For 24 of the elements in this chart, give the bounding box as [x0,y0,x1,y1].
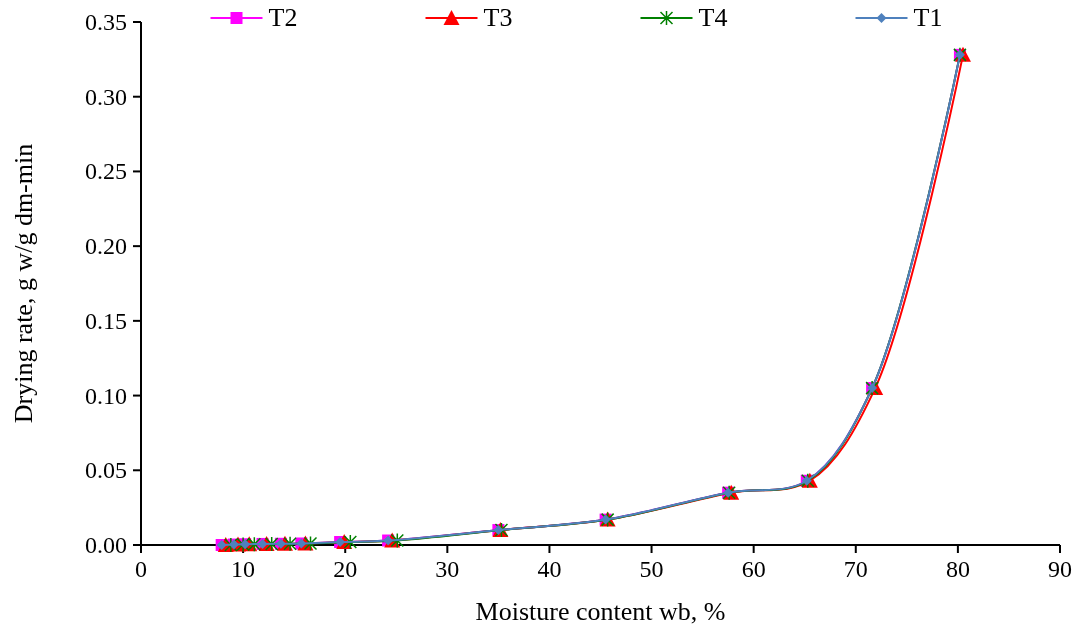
y-axis-title: Drying rate, g w/g dm-min [9,143,38,424]
legend-label: T4 [698,3,728,32]
x-tick-label: 30 [435,556,460,582]
x-tick-label: 40 [537,556,562,582]
x-tick-label: 90 [1048,556,1072,582]
y-tick-label: 0.05 [85,457,127,484]
x-tick-label: 0 [135,556,147,582]
x-tick-label: 20 [333,556,358,582]
y-tick-label: 0.30 [85,83,127,110]
legend-label: T1 [913,3,943,32]
x-tick-label: 50 [639,556,664,582]
x-axis-title: Moisture content wb, % [475,597,726,626]
x-tick-label: 60 [741,556,766,582]
legend-label: T2 [268,3,298,32]
x-tick-label: 10 [231,556,256,582]
legend-label: T3 [483,3,513,32]
x-tick-label: 80 [945,556,970,582]
y-tick-label: 0.00 [85,532,127,558]
y-tick-label: 0.35 [85,9,127,35]
y-tick-label: 0.25 [85,158,127,185]
y-tick-label: 0.10 [85,382,127,409]
y-tick-label: 0.20 [85,233,127,260]
y-tick-label: 0.15 [85,307,127,334]
x-tick-label: 70 [843,556,868,582]
